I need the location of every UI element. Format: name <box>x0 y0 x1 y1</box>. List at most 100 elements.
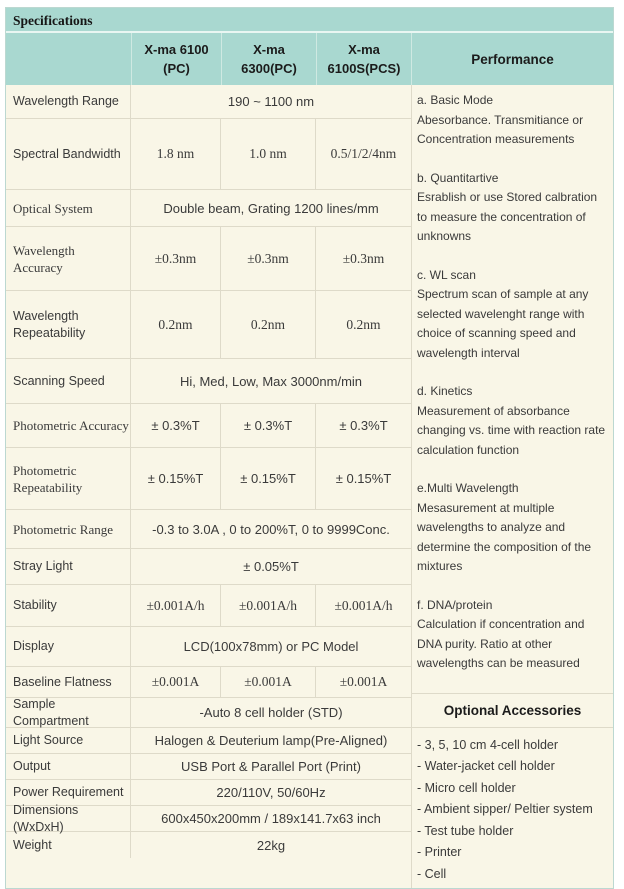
spec-row: Photometric Accuracy ± 0.3%T ± 0.3%T ± 0.3%… <box>6 404 411 448</box>
spec-row: Power Requirement 220/110V, 50/60Hz <box>6 780 411 806</box>
spec-value: 1.8 nm <box>131 119 221 189</box>
performance-section-heading: e.Multi Wavelength <box>417 481 519 495</box>
spec-row: Wavelength Range 190 ~ 1100 nm <box>6 85 411 119</box>
spec-value-span: USB Port & Parallel Port (Print) <box>181 759 361 774</box>
spec-value: ±0.001A/h <box>221 585 316 626</box>
spec-value: ±0.3nm <box>342 250 385 266</box>
performance-section-heading: f. DNA/protein <box>417 597 493 612</box>
spec-value: ±0.001A/h <box>334 597 393 613</box>
performance-section-text: Abesorbance. Transmitiance or Concentrat… <box>417 112 584 147</box>
spec-value-span: 190 ~ 1100 nm <box>227 94 315 109</box>
spec-value: ± 0.15%T <box>221 448 316 509</box>
spec-label: Output <box>6 754 131 779</box>
spec-value: 0.2nm <box>346 316 381 332</box>
spec-value: 0.2nm <box>221 291 316 358</box>
spec-value: ±0.001A <box>131 667 221 697</box>
spec-value-span: Halogen & Deuterium lamp(Pre-Aligned) <box>154 733 388 748</box>
performance-section-text: Spectrum scan of sample at any selected … <box>417 287 589 360</box>
spec-value-span: 22kg <box>256 837 286 853</box>
performance-section: d. Kinetics Measurement of absorbance cha… <box>417 382 610 460</box>
spec-label: Photometric Accuracy <box>6 404 131 447</box>
accessory-item: - Cell <box>417 866 447 881</box>
spec-label: Stability <box>6 585 131 626</box>
spec-value: 0.5/1/2/4nm <box>330 146 397 161</box>
spec-label: Spectral Bandwidth <box>6 119 131 189</box>
spec-row: Display LCD(100x78mm) or PC Model <box>6 627 411 667</box>
performance-column: a. Basic Mode Abesorbance. Transmitiance … <box>411 85 613 888</box>
column-header-performance: Performance <box>411 33 613 85</box>
spec-value: ± 0.3%T <box>339 418 388 433</box>
performance-text: a. Basic Mode Abesorbance. Transmitiance … <box>412 85 613 693</box>
spec-label: Sample Compartment <box>6 697 131 728</box>
column-header-xma6300: X-ma 6300(PC) <box>221 33 316 85</box>
spec-row: Weight 22kg <box>6 832 411 858</box>
spec-row: Sample Compartment -Auto 8 cell holder (S… <box>6 697 411 728</box>
spec-label: Baseline Flatness <box>6 667 131 697</box>
spec-label: Display <box>6 627 131 666</box>
spec-label: Photometric Repeatability <box>6 448 131 509</box>
accessory-item: - Ambient sipper/ Peltier system <box>417 802 593 816</box>
spec-value: ±0.3nm <box>131 227 221 290</box>
column-header-row: X-ma 6100 (PC) X-ma 6300(PC) X-ma 6100S(… <box>6 33 613 85</box>
spec-row: Scanning Speed Hi, Med, Low, Max 3000nm/m… <box>6 359 411 404</box>
spec-value: ± 0.15%T <box>335 471 392 486</box>
column-header-xma6100: X-ma 6100 (PC) <box>131 33 221 85</box>
performance-section-heading: c. WL scan <box>417 267 476 282</box>
spec-row: Stray Light ± 0.05%T <box>6 549 411 585</box>
spec-value-span: Hi, Med, Low, Max 3000nm/min <box>179 373 363 389</box>
spec-row: Output USB Port & Parallel Port (Print) <box>6 754 411 780</box>
table-title: Specifications <box>6 8 613 33</box>
performance-section: f. DNA/protein Calculation if concentrati… <box>417 596 610 674</box>
spec-value: ± 0.15%T <box>131 448 221 509</box>
spec-row: Baseline Flatness ±0.001A ±0.001A ±0.001A <box>6 667 411 698</box>
accessory-item: - Micro cell holder <box>417 780 516 795</box>
table-body: Wavelength Range 190 ~ 1100 nm Spectral Ba… <box>6 85 613 888</box>
spec-label: Photometric Range <box>6 510 131 548</box>
performance-section-text: Mesasurement at multiple wavelengths to … <box>417 500 592 574</box>
spec-value: ±0.3nm <box>221 227 316 290</box>
performance-section-heading: a. Basic Mode <box>417 93 494 107</box>
spec-label: Stray Light <box>6 549 131 584</box>
spec-label: Wavelength Repeatability <box>6 291 131 358</box>
spec-value-span: -Auto 8 cell holder (STD) <box>199 705 343 720</box>
spec-row: Photometric Repeatability ± 0.15%T ± 0.15%… <box>6 448 411 510</box>
specifications-table: Specifications X-ma 6100 (PC) X-ma 6300(… <box>5 7 614 889</box>
spec-value: ±0.001A <box>339 674 388 689</box>
spec-row: Wavelength Repeatability 0.2nm 0.2nm 0.2nm <box>6 291 411 359</box>
spec-value: 0.2nm <box>131 291 221 358</box>
performance-section: b. Quantitartive Esrablish or use Stored … <box>417 169 610 247</box>
performance-section-heading: d. Kinetics <box>417 384 473 398</box>
spec-value-span: 600x450x200mm / 189x141.7x63 inch <box>161 811 381 826</box>
optional-accessories-header: Optional Accessories <box>412 692 613 728</box>
performance-section: a. Basic Mode Abesorbance. Transmitiance … <box>417 91 610 150</box>
spec-value-span: LCD(100x78mm) or PC Model <box>183 639 359 654</box>
performance-section: c. WL scan Spectrum scan of sample at any… <box>417 266 610 364</box>
spec-label: Scanning Speed <box>6 359 131 403</box>
spec-label: Wavelength Range <box>6 85 131 118</box>
spec-row: Wavelength Accuracy ±0.3nm ±0.3nm ±0.3nm <box>6 227 411 291</box>
spec-rows: Wavelength Range 190 ~ 1100 nm Spectral Ba… <box>6 85 411 888</box>
performance-section: e.Multi Wavelength Mesasurement at multip… <box>417 479 610 577</box>
column-header-xma6100s: X-ma 6100S(PCS) <box>316 33 411 85</box>
spec-row: Light Source Halogen & Deuterium lamp(Pre… <box>6 728 411 754</box>
spec-row: Optical System Double beam, Grating 1200 … <box>6 190 411 227</box>
spec-label: Power Requirement <box>6 780 131 805</box>
column-header-empty <box>6 33 131 85</box>
spec-label: Optical System <box>6 190 131 226</box>
performance-section-text: Esrablish or use Stored calbration to me… <box>417 190 598 243</box>
spec-value: ±0.001A/h <box>131 585 221 626</box>
spec-label: Wavelength Accuracy <box>6 227 131 290</box>
spec-label: Dimensions (WxDxH) <box>6 803 131 834</box>
spec-row: Spectral Bandwidth 1.8 nm 1.0 nm 0.5/1/2/4n… <box>6 119 411 190</box>
performance-section-text: Calculation if concentration and DNA pur… <box>417 617 585 670</box>
spec-row: Dimensions (WxDxH) 600x450x200mm / 189x14… <box>6 803 411 834</box>
spec-value-span: Double beam, Grating 1200 lines/mm <box>163 200 379 216</box>
accessory-item: - 3, 5, 10 cm 4-cell holder <box>417 737 559 752</box>
performance-section-text: Measurement of absorbance changing vs. t… <box>417 403 606 457</box>
spec-value-span: ± 0.05%T <box>243 559 299 574</box>
accessory-item: - Printer <box>417 845 462 859</box>
spec-value-span: 220/110V, 50/60Hz <box>216 785 326 800</box>
spec-label: Weight <box>6 832 131 858</box>
spec-value: 1.0 nm <box>221 119 316 189</box>
accessory-item: - Test tube holder <box>417 823 514 838</box>
